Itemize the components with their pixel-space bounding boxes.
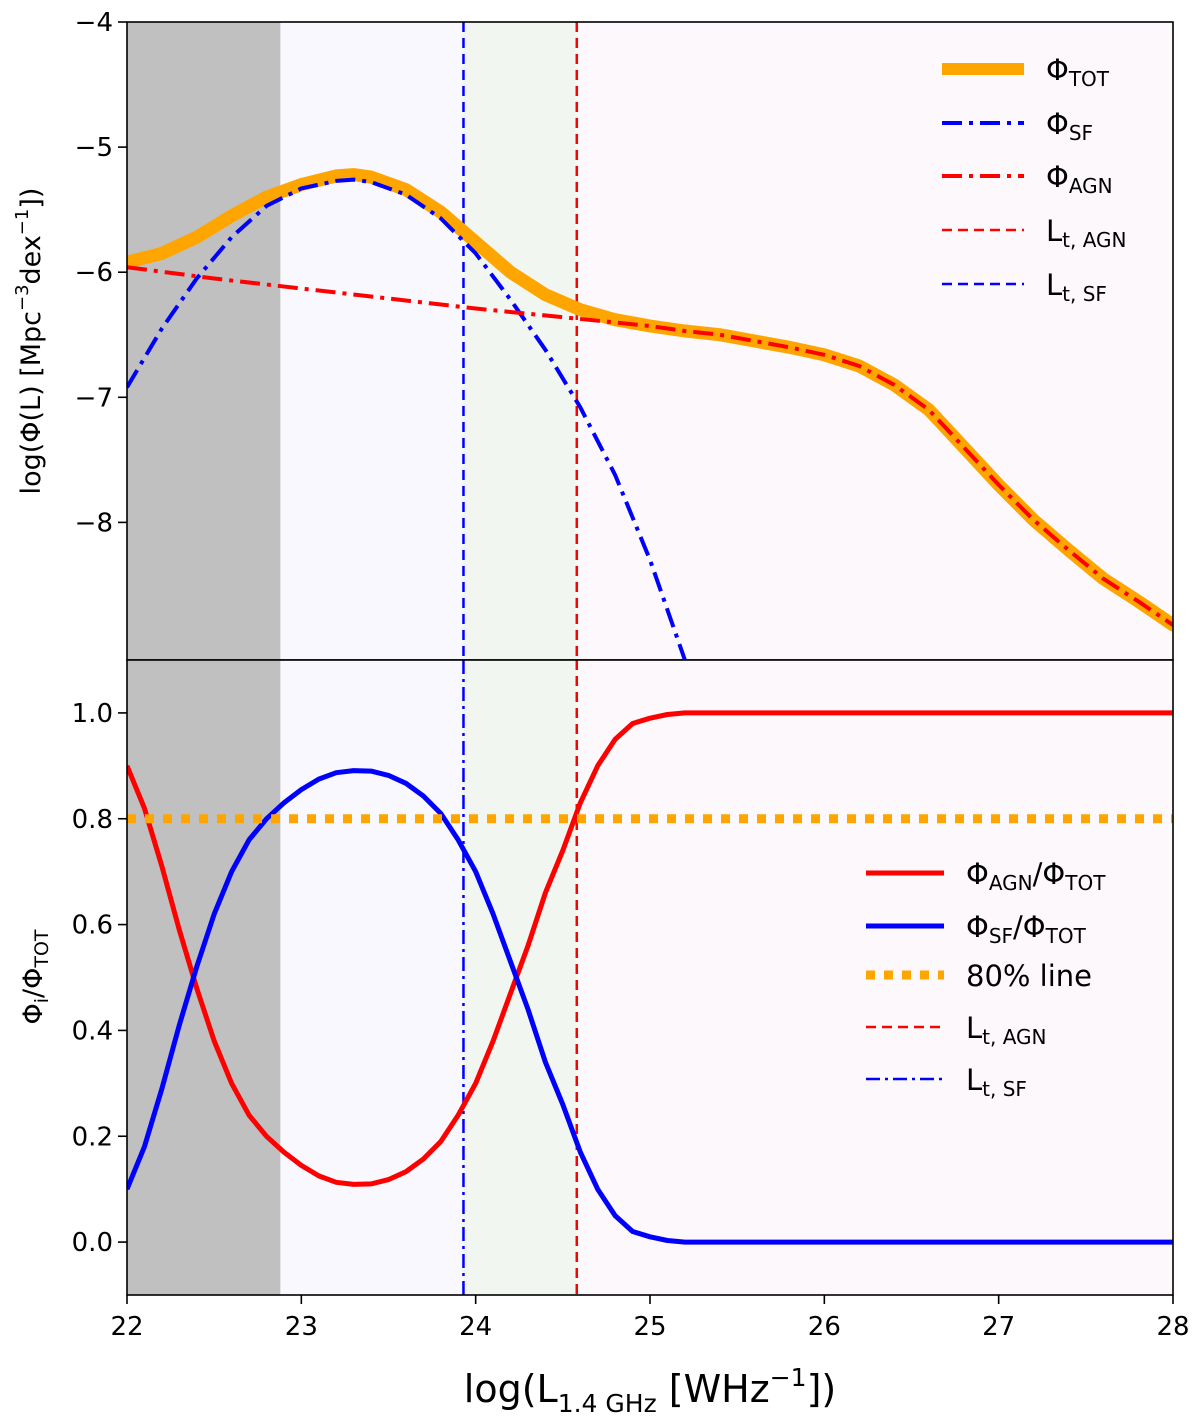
bot-ytick-label: 0.8 bbox=[72, 805, 113, 835]
legend-entry-phi-tot: ΦTOT bbox=[942, 53, 1110, 91]
legend-entry-lt-sf-bottom: Lt, SF bbox=[866, 1063, 1027, 1101]
legend-entry-sf-ratio: ΦSF/ΦTOT bbox=[866, 910, 1087, 948]
legend-label-lt-sf-bottom: Lt, SF bbox=[966, 1063, 1027, 1101]
top-shaded-region-0 bbox=[127, 22, 281, 660]
legend-entry-lt-agn-bottom: Lt, AGN bbox=[866, 1011, 1047, 1049]
bot-ytick-label: 0.2 bbox=[72, 1122, 113, 1152]
bot-ytick-label: 1.0 bbox=[72, 699, 113, 729]
legend-label-lt-agn-bottom: Lt, AGN bbox=[966, 1011, 1047, 1049]
top-ytick-label: −6 bbox=[75, 258, 113, 288]
legend-entry-phi-agn: ΦAGN bbox=[942, 160, 1113, 198]
bot-shaded-region-1 bbox=[280, 660, 464, 1295]
xtick-label: 25 bbox=[633, 1312, 666, 1342]
top-shaded-region-1 bbox=[280, 22, 464, 660]
legend-label-sf-ratio: ΦSF/ΦTOT bbox=[966, 910, 1087, 948]
legend-label-lt-agn: Lt, AGN bbox=[1046, 214, 1127, 252]
bot-ytick-label: 0.6 bbox=[72, 911, 113, 941]
xtick-label: 26 bbox=[808, 1312, 841, 1342]
top-ytick-label: −8 bbox=[75, 508, 113, 538]
legend-label-agn-ratio: ΦAGN/ΦTOT bbox=[966, 857, 1106, 895]
legend-label-phi-agn: ΦAGN bbox=[1046, 160, 1113, 198]
legend-label-lt-sf: Lt, SF bbox=[1046, 268, 1107, 306]
top-ytick-label: −5 bbox=[75, 133, 113, 163]
bot-series-sf-tot bbox=[127, 768, 1173, 1245]
top-shaded-region-2 bbox=[463, 22, 577, 660]
legend-label-phi-tot: ΦTOT bbox=[1046, 53, 1110, 91]
top-series-agn bbox=[127, 265, 1173, 627]
xtick-label: 24 bbox=[459, 1312, 492, 1342]
xtick-label: 22 bbox=[110, 1312, 143, 1342]
legend-entry-agn-ratio: ΦAGN/ΦTOT bbox=[866, 857, 1106, 895]
top-y-axis-label: log(Φ(L) [Mpc−3dex−1]) bbox=[12, 188, 47, 495]
bot-shaded-region-2 bbox=[463, 660, 577, 1295]
legend-entry-lt-agn: Lt, AGN bbox=[942, 214, 1127, 252]
legend-entry-80-line: 80% line bbox=[866, 959, 1092, 993]
legend-entry-lt-sf: Lt, SF bbox=[942, 268, 1107, 306]
legend-label-80-line: 80% line bbox=[966, 959, 1092, 993]
bottom-panel: 0.0 0.2 0.4 0.6 0.8 1.0 22 23 24 25 26 27 28 Φi/ΦTO… bbox=[18, 659, 1190, 1418]
x-axis-label: log(L1.4 GHz [WHz−1]) bbox=[464, 1363, 836, 1418]
bottom-legend: ΦAGN/ΦTOT ΦSF/ΦTOT 80% line Lt, AGN Lt, … bbox=[866, 857, 1106, 1101]
xtick-label: 27 bbox=[982, 1312, 1015, 1342]
xtick-label: 28 bbox=[1156, 1312, 1189, 1342]
top-legend: ΦTOT ΦSF ΦAGN Lt, AGN Lt, SF bbox=[942, 53, 1127, 306]
xtick-label: 23 bbox=[285, 1312, 318, 1342]
top-panel: −4 −5 −6 −7 −8 log(Φ(L) [Mpc−3dex−1]) ΦTOT Φ… bbox=[12, 8, 1174, 661]
bot-series-agn-tot bbox=[127, 710, 1173, 1187]
bottom-y-axis-label: Φi/ΦTOT bbox=[18, 929, 53, 1024]
bot-ytick-label: 0.4 bbox=[72, 1016, 113, 1046]
top-ytick-label: −7 bbox=[75, 383, 113, 413]
bot-ytick-label: 0.0 bbox=[72, 1228, 113, 1258]
top-series-sf bbox=[127, 177, 687, 660]
top-ytick-label: −4 bbox=[75, 8, 113, 38]
legend-entry-phi-sf: ΦSF bbox=[942, 107, 1093, 145]
legend-label-phi-sf: ΦSF bbox=[1046, 107, 1093, 145]
bot-shaded-region-0 bbox=[127, 660, 281, 1295]
